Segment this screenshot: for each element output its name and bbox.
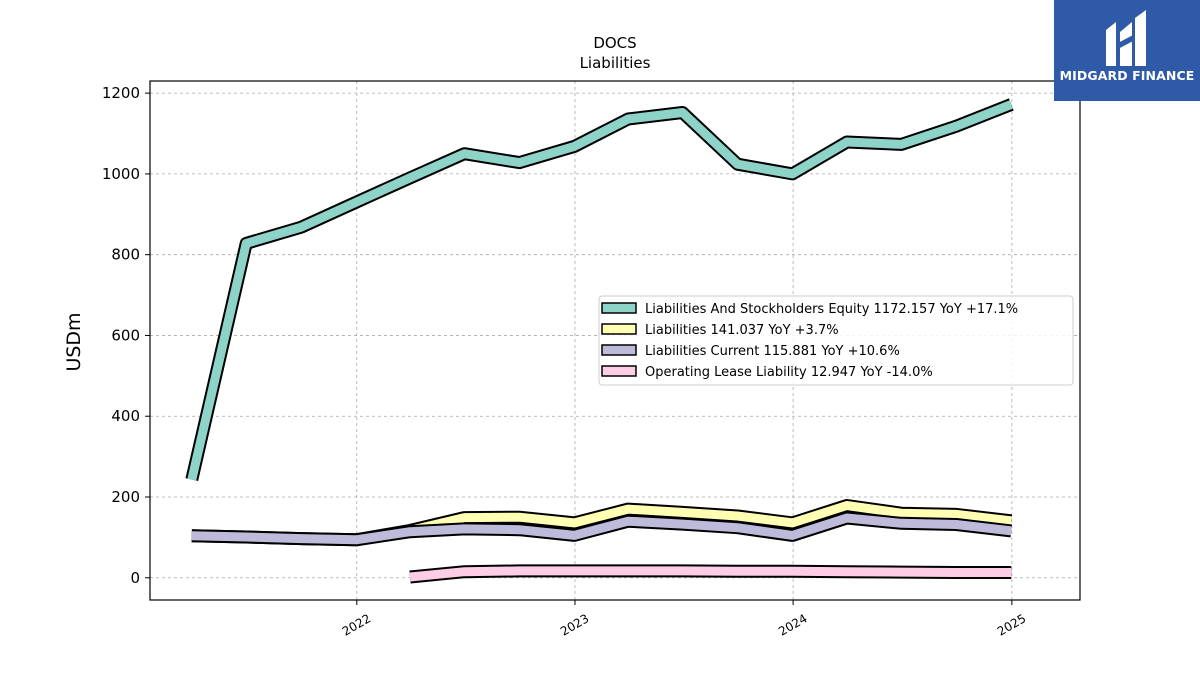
legend-swatch [601,302,637,314]
x-tick-label: 2023 [558,611,591,638]
legend-swatch [601,323,637,335]
series-0-outline [185,98,1014,482]
y-tick-label: 800 [111,246,140,264]
legend-label: Operating Lease Liability 12.947 YoY -14… [645,365,933,380]
legend-label: Liabilities And Stockholders Equity 1172… [645,302,1018,317]
y-tick-label: 0 [130,569,140,587]
y-axis-label: USDm [63,312,85,371]
y-axis: 0 200 400 600 800 1000 1200 [102,84,150,587]
y-tick-label: 600 [111,326,140,344]
y-tick-label: 200 [111,488,140,506]
brand-mark-icon [1106,10,1146,66]
y-tick-label: 1200 [102,84,140,102]
plot-frame [149,80,1081,601]
legend-swatch [601,365,637,377]
chart-subtitle: Liabilities [580,54,651,72]
brand-logo: MIDGARD FINANCE [1054,0,1200,101]
legend-box [598,295,1074,386]
brand-name: MIDGARD FINANCE [1059,68,1195,83]
x-tick-label: 2025 [995,611,1028,638]
x-tick-label: 2022 [340,611,373,638]
legend-swatch [601,344,637,356]
y-tick-label: 400 [111,407,140,425]
y-tick-label: 1000 [102,165,140,183]
legend: Liabilities And Stockholders Equity 1172… [598,295,1074,386]
legend-label: Liabilities Current 115.881 YoY +10.6% [645,344,900,359]
chart-title: DOCS [593,34,636,52]
series-3-line [409,566,1012,582]
x-axis: 2022 2023 2024 2025 [340,600,1028,639]
series-2-line [191,513,1012,545]
series-0-line [187,100,1013,481]
x-tick-label: 2024 [776,611,809,638]
series-layer [185,98,1014,584]
legend-label: Liabilities 141.037 YoY +3.7% [645,323,839,338]
